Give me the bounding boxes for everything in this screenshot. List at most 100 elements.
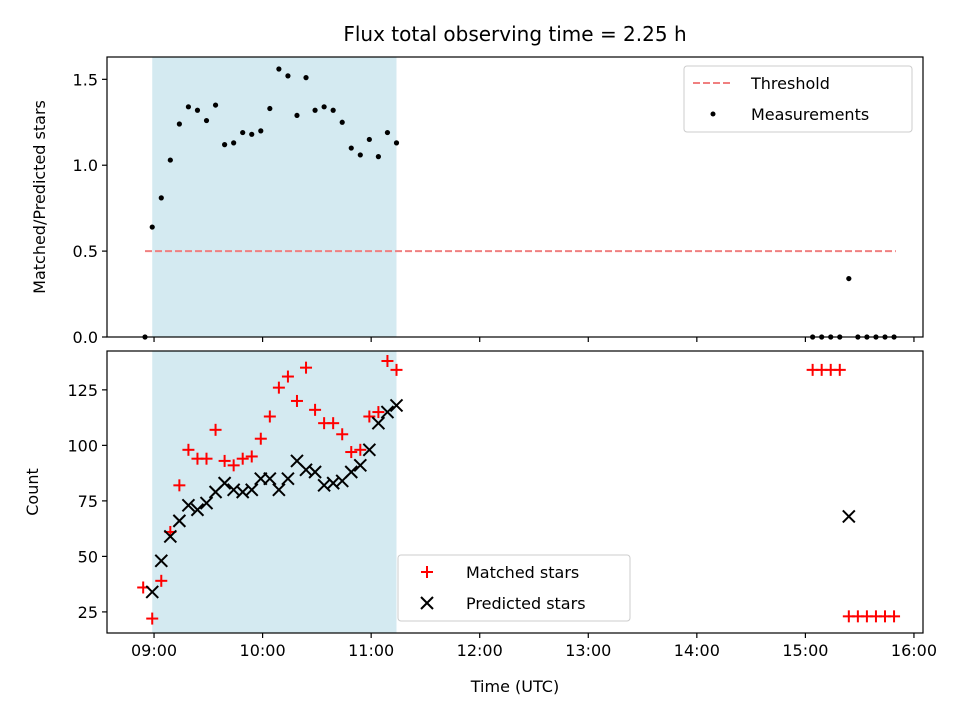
chart-title: Flux total observing time = 2.25 h (343, 22, 686, 46)
measurement-point (294, 112, 300, 119)
matched-star-point (888, 610, 901, 623)
top-legend: Threshold Measurements (683, 65, 913, 133)
x-tick-label: 09:00 (131, 641, 177, 660)
legend-measurements-swatch (710, 111, 716, 117)
measurement-point (249, 131, 255, 137)
predicted-star-point (181, 498, 196, 513)
bottom-y-tick-label: 75 (78, 492, 98, 511)
bottom-panel: 25 50 75 100 125 09:00 10:00 11:00 12:00 13:00 14… (23, 350, 937, 696)
predicted-star-point (263, 471, 277, 486)
predicted-star-point (362, 443, 377, 457)
matched-star-point (372, 406, 385, 419)
matched-star-point (263, 410, 276, 423)
matched-star-point (200, 452, 213, 465)
predicted-star-point (380, 405, 395, 419)
predicted-star-point (281, 471, 295, 486)
matched-star-point (173, 479, 186, 492)
matched-star-point (146, 612, 159, 625)
matched-star-point (345, 446, 358, 459)
predicted-star-point (371, 416, 386, 430)
matched-star-point (833, 363, 846, 376)
measurement-point (321, 104, 327, 110)
measurement-point (194, 107, 201, 113)
predicted-star-point (272, 483, 286, 497)
predicted-star-point (199, 496, 214, 510)
top-legend-box (683, 65, 913, 133)
matched-star-point (390, 363, 403, 376)
matched-star-point (245, 450, 258, 463)
top-x-ticks (153, 337, 915, 342)
matched-star-point (309, 403, 322, 416)
measurement-point (258, 128, 264, 134)
top-y-tick-label: 0.0 (73, 328, 98, 347)
top-y-tick-label: 0.5 (73, 242, 98, 261)
matched-star-point (300, 361, 313, 374)
measurement-point (285, 73, 291, 79)
measurement-point (222, 142, 228, 148)
x-tick-label: 11:00 (348, 641, 394, 660)
measurement-point (366, 136, 372, 143)
top-axes-frame (106, 56, 924, 338)
top-y-axis-label: Matched/Predicted stars (30, 100, 49, 294)
top-y-tick-label: 1.5 (73, 70, 98, 89)
predicted-star-point (353, 458, 368, 473)
predicted-star-point (217, 476, 232, 490)
top-shaded-region (152, 57, 397, 337)
legend-predicted-label: Predicted stars (466, 594, 586, 613)
measurement-point (846, 275, 852, 282)
measurement-point (185, 104, 192, 110)
matched-star-point (227, 459, 240, 472)
matched-star-point (209, 423, 222, 436)
predicted-star-point (308, 465, 322, 479)
matched-star-point (381, 354, 394, 367)
measurement-point (312, 107, 318, 113)
measurement-point (357, 152, 363, 158)
measurement-point (393, 140, 400, 146)
measurement-point (267, 105, 273, 112)
x-tick-label: 15:00 (782, 641, 828, 660)
legend-threshold-label: Threshold (750, 74, 830, 93)
bottom-shaded-region (152, 351, 397, 633)
matched-star-point (272, 381, 285, 394)
matched-star-point (254, 432, 267, 445)
legend-predicted-swatch (420, 596, 434, 610)
predicted-star-point (344, 465, 358, 479)
measurement-point (276, 66, 282, 72)
top-panel: Flux total observing time = 2.25 h 0.00.… (30, 22, 924, 347)
top-y-tick-label: 1.0 (73, 156, 98, 175)
matched-star-point (281, 370, 294, 383)
predicted-star-point (154, 554, 168, 568)
bottom-y-tick-label: 25 (78, 603, 98, 622)
measurement-point (149, 224, 155, 230)
measurement-point (303, 75, 309, 81)
predicted-star-point (245, 483, 259, 497)
top-y-ticks: 0.0 0.5 1.0 1.5 (73, 70, 107, 347)
bottom-y-tick-label: 100 (67, 436, 98, 455)
matched-star-point (155, 574, 168, 587)
measurement-point (339, 119, 345, 125)
bottom-axes-frame (106, 350, 924, 634)
matched-star-point (236, 452, 249, 465)
matched-star-point (327, 417, 340, 430)
measurement-point (167, 157, 173, 163)
bottom-y-tick-label: 50 (78, 547, 98, 566)
matched-star-point (182, 443, 195, 456)
matched-star-point (363, 410, 376, 423)
measurement-point (203, 117, 210, 124)
matched-star-point (290, 394, 303, 407)
legend-measurements-label: Measurements (751, 105, 869, 124)
predicted-star-point (145, 585, 159, 599)
matched-star-point (336, 428, 349, 441)
bottom-y-tick-label: 125 (67, 381, 98, 400)
x-axis-label: Time (UTC) (470, 677, 559, 696)
x-tick-label: 12:00 (457, 641, 503, 660)
bottom-predicted-points (145, 398, 856, 599)
legend-matched-label: Matched stars (466, 563, 579, 582)
legend-matched-swatch (421, 566, 433, 578)
measurement-point (176, 121, 182, 127)
measurement-point (330, 107, 336, 113)
measurement-point (158, 195, 164, 201)
bottom-legend-box (397, 554, 631, 622)
bottom-matched-points (137, 354, 901, 625)
